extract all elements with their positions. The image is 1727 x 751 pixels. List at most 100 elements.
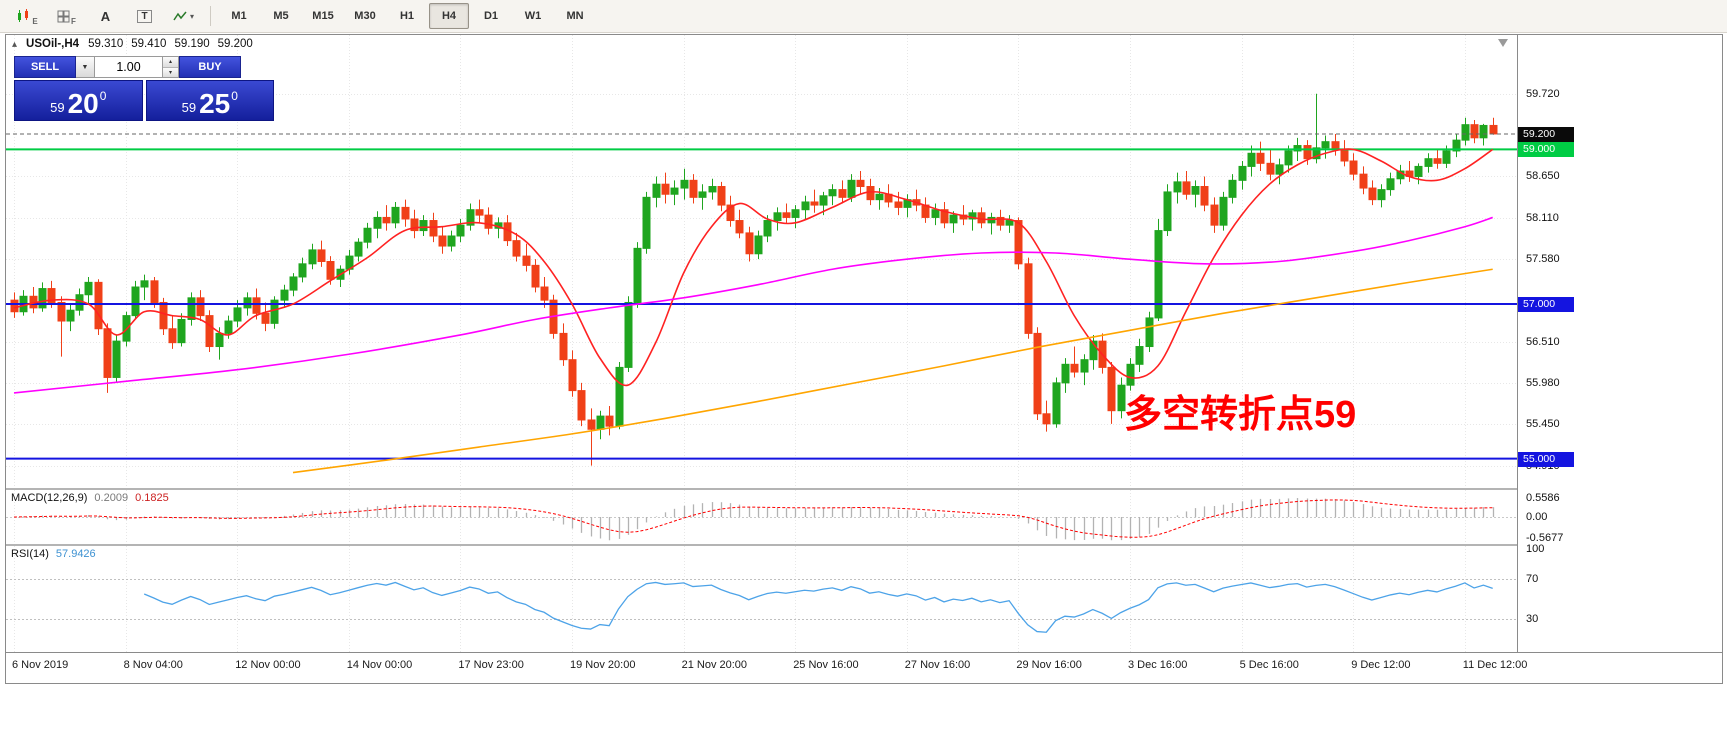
sell-button[interactable]: SELL (14, 56, 76, 78)
candle-body (931, 209, 940, 218)
sell-price-pip: 0 (99, 89, 107, 103)
time-label: 9 Dec 12:00 (1351, 659, 1411, 671)
rsi-line (143, 581, 1493, 633)
candle-body (1126, 363, 1135, 386)
candle-body (66, 309, 75, 322)
chart-annotation-text[interactable]: 多空转折点59 (1124, 394, 1357, 436)
symbol-header: ▴ USOil-,H4 59.310 59.410 59.190 59.200 (12, 38, 253, 50)
candle-body (1014, 220, 1023, 265)
candle-body (10, 299, 19, 313)
candle-body (1005, 220, 1014, 226)
candle-body (1377, 189, 1386, 201)
grid-f-icon[interactable]: F (48, 3, 85, 29)
pane-splitter[interactable] (6, 488, 1722, 490)
candle-body (447, 235, 456, 247)
buy-button[interactable]: BUY (179, 56, 241, 78)
volume-stepper[interactable]: ▴ ▾ (163, 56, 179, 78)
chart-frame: ▴ USOil-,H4 59.310 59.410 59.190 59.200 … (5, 34, 1723, 684)
price-scale[interactable]: 59.720 58.650 58.110 57.580 56.510 55.980 55.4… (1517, 35, 1722, 652)
time-label: 19 Nov 20:00 (570, 659, 636, 671)
timeframe-MN[interactable]: MN (566, 10, 584, 22)
candle-body (1117, 384, 1126, 412)
sell-price-button[interactable]: 59 20 0 (14, 80, 143, 121)
macd-signal-value: 0.1825 (135, 492, 169, 504)
candle-body (1154, 230, 1163, 319)
candlestick-chart[interactable] (6, 35, 1517, 488)
macd-pane[interactable]: MACD(12,26,9) 0.2009 0.1825 (6, 490, 1517, 544)
rsi-scale-label: 100 (1526, 543, 1545, 555)
macd-scale-label: -0.5677 (1526, 532, 1564, 544)
candle-body (801, 201, 810, 211)
experts-chart-icon[interactable]: E (9, 3, 46, 29)
candle-body (1052, 382, 1061, 425)
rsi-pane[interactable]: RSI(14) 57.9426 (6, 546, 1517, 652)
candle-body (382, 216, 391, 224)
slow-ma-line (292, 268, 1493, 474)
buy-price-button[interactable]: 59 25 0 (145, 80, 274, 121)
candle-body (680, 179, 689, 189)
volume-dropdown-icon[interactable]: ▼ (76, 56, 95, 78)
timeframe-W1[interactable]: W1 (524, 10, 542, 22)
icon-sub-label: E (32, 17, 38, 26)
candle-body (1470, 124, 1479, 139)
text-a-icon[interactable]: A (100, 8, 111, 24)
chevron-down-icon: ▾ (189, 11, 194, 21)
candle-body (187, 297, 196, 320)
candle-body (150, 280, 159, 303)
candle-body (810, 201, 819, 206)
candle-body (317, 249, 326, 262)
candle-body (856, 179, 865, 188)
indicators-icon[interactable]: ▾ (165, 3, 202, 29)
candle-body (1033, 332, 1042, 415)
timeframe-D1[interactable]: D1 (483, 10, 499, 22)
candle-body (1080, 359, 1089, 373)
candle-body (512, 240, 521, 257)
candle-body (875, 193, 884, 201)
macd-signal-line (13, 499, 1493, 538)
time-label: 25 Nov 16:00 (793, 659, 859, 671)
candle-body (1191, 186, 1200, 195)
candle-body (568, 359, 577, 392)
candle-body (270, 299, 279, 324)
candle-body (1163, 191, 1172, 232)
time-label: 14 Nov 00:00 (346, 659, 413, 671)
candle-body (326, 261, 335, 280)
time-axis[interactable]: 6 Nov 2019 8 Nov 04:00 12 Nov 00:00 14 Nov … (6, 652, 1722, 683)
icon-sub-label: F (71, 17, 76, 26)
sell-price-big: 20 (67, 88, 99, 120)
collapse-panel-icon[interactable]: ▴ (12, 38, 18, 50)
candle-body (280, 289, 289, 301)
candle-body (661, 183, 670, 195)
ohlc-readout: 59.310 59.410 59.190 59.200 (88, 38, 253, 50)
candle-body (308, 249, 317, 265)
timeframe-H1[interactable]: H1 (399, 10, 415, 22)
textbox-t-icon[interactable]: T (126, 3, 163, 29)
candle-body (1042, 413, 1051, 425)
timeframe-M30[interactable]: M30 (354, 10, 376, 22)
timeframe-M5[interactable]: M5 (273, 10, 289, 22)
price-chart-pane[interactable]: ▴ USOil-,H4 59.310 59.410 59.190 59.200 … (6, 35, 1517, 488)
candle-body (717, 186, 726, 206)
candle-body (1107, 366, 1116, 412)
candle-body (168, 328, 177, 344)
volume-input[interactable] (95, 56, 163, 78)
stepper-down-icon[interactable]: ▾ (163, 67, 178, 77)
candle-body (140, 280, 149, 288)
green-line-tag: 59.000 (1518, 142, 1574, 158)
candle-body (243, 297, 252, 309)
timeframe-M15[interactable]: M15 (312, 10, 334, 22)
timeframe-H4[interactable]: H4 (429, 3, 469, 29)
candle-body (847, 179, 856, 198)
candle-body (47, 288, 56, 303)
candle-body (708, 186, 717, 193)
candle-body (1349, 160, 1358, 175)
stepper-up-icon[interactable]: ▴ (163, 57, 178, 68)
candle-body (57, 301, 66, 322)
candle-body (1200, 186, 1209, 206)
candle-body (698, 191, 707, 198)
timeframe-M1[interactable]: M1 (231, 10, 247, 22)
candle-body (401, 206, 410, 220)
pane-splitter[interactable] (6, 544, 1722, 546)
candle-body (754, 235, 763, 255)
